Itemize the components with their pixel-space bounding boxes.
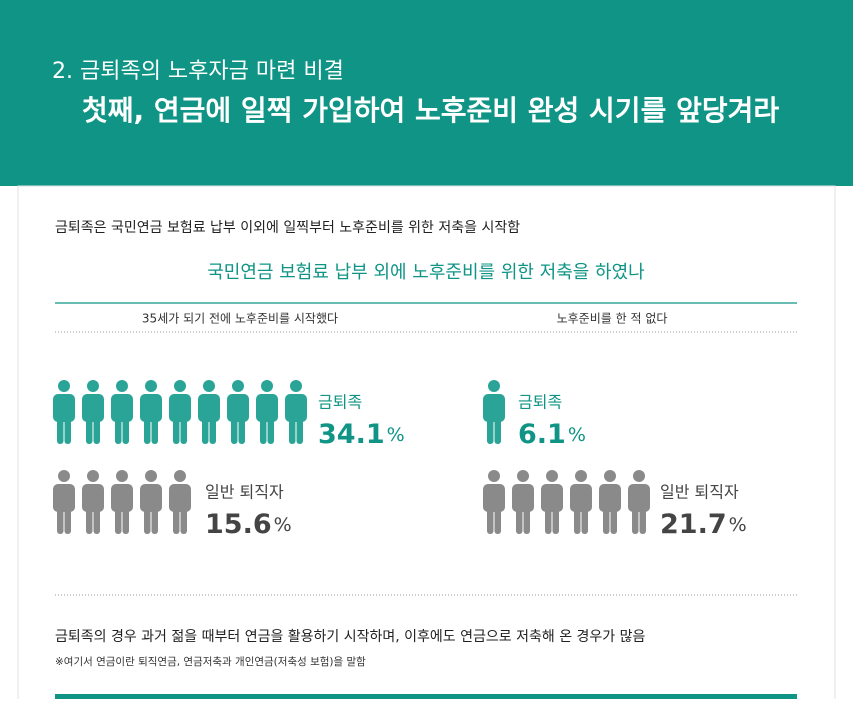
- value-number: 21.7: [660, 509, 727, 540]
- group-label: 일반 퇴직자: [205, 483, 284, 502]
- value-unit: %: [568, 424, 586, 446]
- group-value: 34.1%: [318, 419, 405, 450]
- value-unit: %: [274, 514, 292, 536]
- value-unit: %: [729, 514, 747, 536]
- column-heading: 35세가 되기 전에 노후준비를 시작했다: [142, 312, 338, 326]
- group-label: 일반 퇴직자: [660, 483, 739, 502]
- value-number: 34.1: [318, 419, 385, 450]
- column-heading: 노후준비를 한 적 없다: [557, 312, 668, 326]
- question: 국민연금 보험료 납부 외에 노후준비를 위한 저축을 하였나: [207, 262, 645, 283]
- header-band: [0, 0, 853, 186]
- group-value: 6.1%: [518, 419, 586, 450]
- footnote: ※여기서 연금이란 퇴직연금, 연금저축과 개인연금(저축성 보험)을 말함: [55, 656, 366, 668]
- section-title: 2. 금퇴족의 노후자금 마련 비결: [52, 59, 344, 84]
- panel: [17, 185, 836, 703]
- footer-band: [55, 694, 797, 699]
- value-number: 6.1: [518, 419, 566, 450]
- group-label: 금퇴족: [518, 393, 562, 412]
- conclusion: 금퇴족의 경우 과거 젊을 때부터 연금을 활용하기 시작하며, 이후에도 연금…: [55, 629, 646, 645]
- groups: 금퇴족 34.1 % 일반 퇴직자 15.6 % 금퇴족 6.1 % 일반 퇴직자 21.7%: [53, 380, 747, 540]
- value-unit: %: [387, 424, 405, 446]
- group-value: 15.6%: [205, 509, 292, 540]
- intro: 금퇴족은 국민연금 보험료 납부 이외에 일찍부터 노후준비를 위한 저축을 시…: [55, 220, 520, 236]
- group-value: 21.7%: [660, 509, 747, 540]
- value-number: 15.6: [205, 509, 272, 540]
- main-title: 첫째, 연금에 일찍 가입하여 노후준비 완성 시기를 앞당겨라: [82, 94, 779, 127]
- group-label: 금퇴족: [318, 393, 362, 412]
